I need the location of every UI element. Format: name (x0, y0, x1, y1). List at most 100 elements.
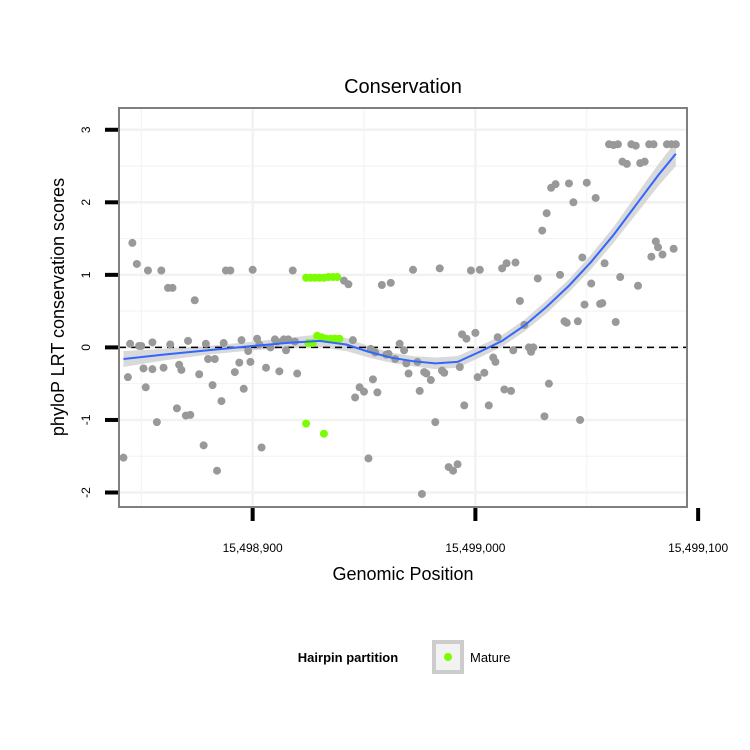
point-other-153 (460, 401, 469, 410)
point-other-79 (511, 258, 520, 267)
point-other-48 (373, 388, 382, 397)
point-other-135 (491, 357, 500, 366)
point-other-9 (157, 266, 166, 275)
point-other-155 (540, 412, 549, 421)
y-axis: -2 -1 0 1 2 3 (79, 126, 118, 498)
point-other-0 (119, 453, 128, 462)
point-other-28 (239, 384, 248, 393)
point-other-43 (351, 393, 360, 402)
point-mature-7 (333, 273, 342, 282)
point-other-73 (484, 401, 493, 410)
point-other-21 (208, 381, 217, 390)
point-other-17 (190, 296, 199, 305)
point-other-138 (544, 379, 553, 388)
point-other-5 (141, 383, 150, 392)
point-other-20 (204, 355, 213, 364)
point-other-106 (631, 141, 640, 150)
point-other-133 (455, 362, 464, 371)
point-other-77 (502, 259, 511, 268)
point-other-12 (168, 283, 177, 292)
y-tick-label-1: -1 (79, 414, 93, 425)
point-other-58 (417, 489, 426, 498)
y-tick-label-5: 3 (79, 126, 93, 133)
point-other-123 (237, 336, 246, 345)
x-tick-label-1: 15,499,000 (445, 541, 505, 555)
point-other-149 (246, 357, 255, 366)
y-axis-label: phyloP LRT conservation scores (48, 178, 68, 436)
point-other-16 (186, 410, 195, 419)
point-other-42 (344, 280, 353, 289)
point-other-3 (132, 259, 141, 268)
point-other-152 (415, 386, 424, 395)
point-other-23 (217, 397, 226, 406)
point-other-141 (598, 299, 607, 308)
point-other-29 (244, 347, 253, 356)
point-other-157 (611, 318, 620, 327)
point-other-139 (562, 318, 571, 327)
point-other-89 (556, 270, 565, 279)
point-other-95 (582, 178, 591, 187)
chart-title: Conservation (344, 76, 462, 98)
point-other-72 (480, 368, 489, 377)
point-other-137 (527, 347, 536, 356)
point-other-117 (135, 341, 144, 350)
point-other-140 (580, 300, 589, 309)
point-other-7 (148, 365, 157, 374)
point-other-132 (437, 366, 446, 375)
point-other-75 (493, 333, 502, 342)
point-other-110 (649, 140, 658, 149)
point-other-142 (616, 273, 625, 282)
point-other-40 (293, 369, 302, 378)
point-other-1 (123, 373, 132, 382)
y-tick-label-4: 2 (79, 199, 93, 206)
point-other-71 (475, 265, 484, 274)
point-other-85 (538, 226, 547, 235)
point-other-27 (235, 358, 244, 367)
point-other-68 (462, 334, 471, 343)
point-other-55 (404, 369, 413, 378)
point-other-93 (573, 317, 582, 326)
point-other-65 (449, 466, 458, 475)
point-other-146 (139, 364, 148, 373)
point-other-66 (453, 460, 462, 469)
point-other-36 (275, 367, 284, 376)
point-other-8 (152, 418, 161, 427)
point-other-70 (471, 328, 480, 337)
panel-background (119, 108, 687, 507)
point-other-13 (172, 404, 181, 413)
point-other-38 (284, 335, 293, 344)
legend-title: Hairpin partition (298, 650, 398, 665)
point-other-62 (435, 264, 444, 273)
point-other-78 (507, 386, 516, 395)
point-other-94 (578, 253, 587, 262)
point-other-97 (591, 193, 600, 202)
point-other-121 (201, 339, 210, 348)
point-other-30 (248, 265, 257, 274)
point-other-118 (148, 338, 157, 347)
point-other-88 (551, 180, 560, 189)
point-other-61 (431, 418, 440, 427)
point-other-136 (509, 346, 518, 355)
y-tick-label-2: 0 (79, 344, 93, 351)
legend-entry-mature: Mature (470, 650, 510, 665)
point-other-158 (647, 252, 656, 261)
point-other-120 (184, 336, 193, 345)
legend: Hairpin partition Mature (298, 640, 510, 674)
point-other-47 (368, 375, 377, 384)
point-other-18 (195, 370, 204, 379)
point-other-33 (262, 363, 271, 372)
point-other-19 (199, 441, 208, 450)
point-other-54 (400, 346, 409, 355)
point-other-148 (210, 355, 219, 364)
point-other-45 (360, 387, 369, 396)
point-other-108 (640, 157, 649, 166)
point-other-96 (587, 279, 596, 288)
panel-border (118, 107, 688, 508)
point-other-53 (395, 339, 404, 348)
point-other-86 (542, 209, 551, 218)
point-other-116 (126, 339, 135, 348)
x-axis-label: Genomic Position (332, 564, 473, 584)
x-tick-label-0: 15,498,900 (223, 541, 283, 555)
point-other-131 (420, 368, 429, 377)
